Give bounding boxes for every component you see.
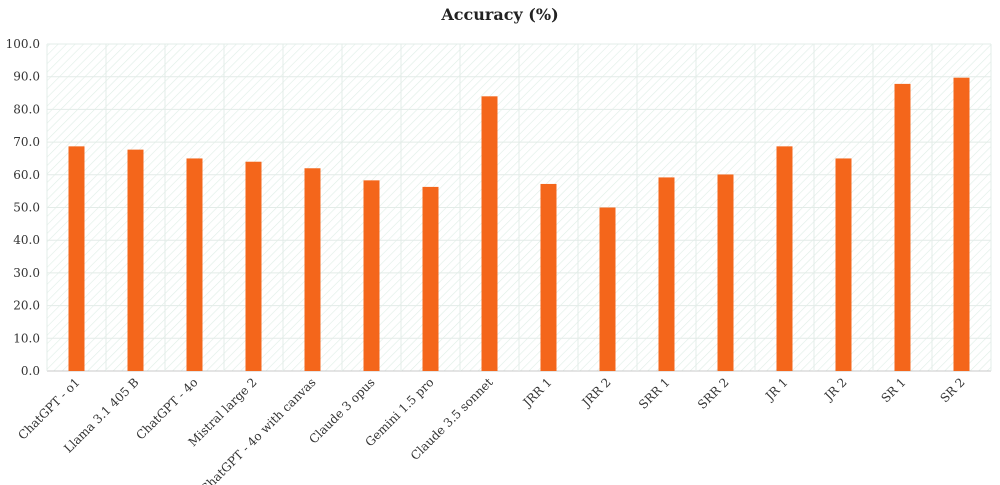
- bar: [68, 146, 85, 371]
- x-tick-label: ChatGPT - 4o: [133, 375, 200, 442]
- bar: [658, 177, 675, 371]
- y-tick-label: 100.0: [6, 37, 40, 51]
- bar: [245, 161, 262, 371]
- x-tick-label: JRR 2: [578, 375, 614, 411]
- y-tick-label: 60.0: [13, 168, 40, 182]
- bar: [304, 168, 321, 371]
- y-tick-label: 0.0: [21, 364, 40, 378]
- bar: [835, 158, 852, 371]
- bar: [717, 174, 734, 371]
- bar: [540, 183, 557, 371]
- y-tick-label: 70.0: [13, 135, 40, 149]
- chart-title: Accuracy (%): [441, 5, 559, 24]
- bar: [599, 207, 616, 371]
- bar: [481, 96, 498, 371]
- bar: [127, 149, 144, 371]
- x-tick-label: SR 2: [937, 375, 967, 405]
- y-tick-label: 20.0: [13, 299, 40, 313]
- y-tick-label: 80.0: [13, 102, 40, 116]
- y-tick-label: 10.0: [13, 331, 40, 345]
- x-tick-label: JR 2: [820, 375, 849, 404]
- x-tick-label: JR 1: [761, 375, 790, 404]
- x-tick-label: SRR 1: [636, 375, 673, 412]
- x-tick-label: ChatGPT - o1: [15, 375, 82, 442]
- x-tick-label: JRR 1: [519, 375, 555, 411]
- bar: [953, 77, 970, 371]
- y-tick-label: 90.0: [13, 70, 40, 84]
- bar: [186, 158, 203, 371]
- y-tick-label: 40.0: [13, 233, 40, 247]
- x-tick-label: SR 1: [878, 375, 908, 405]
- y-tick-label: 50.0: [13, 201, 40, 215]
- x-tick-label: SRR 2: [695, 375, 732, 412]
- bar: [776, 146, 793, 371]
- y-tick-label: 30.0: [13, 266, 40, 280]
- bar: [894, 83, 911, 372]
- bar: [422, 186, 439, 371]
- x-tick-label: ChatGPT - 4o with canvas: [198, 375, 319, 485]
- bar: [363, 180, 380, 371]
